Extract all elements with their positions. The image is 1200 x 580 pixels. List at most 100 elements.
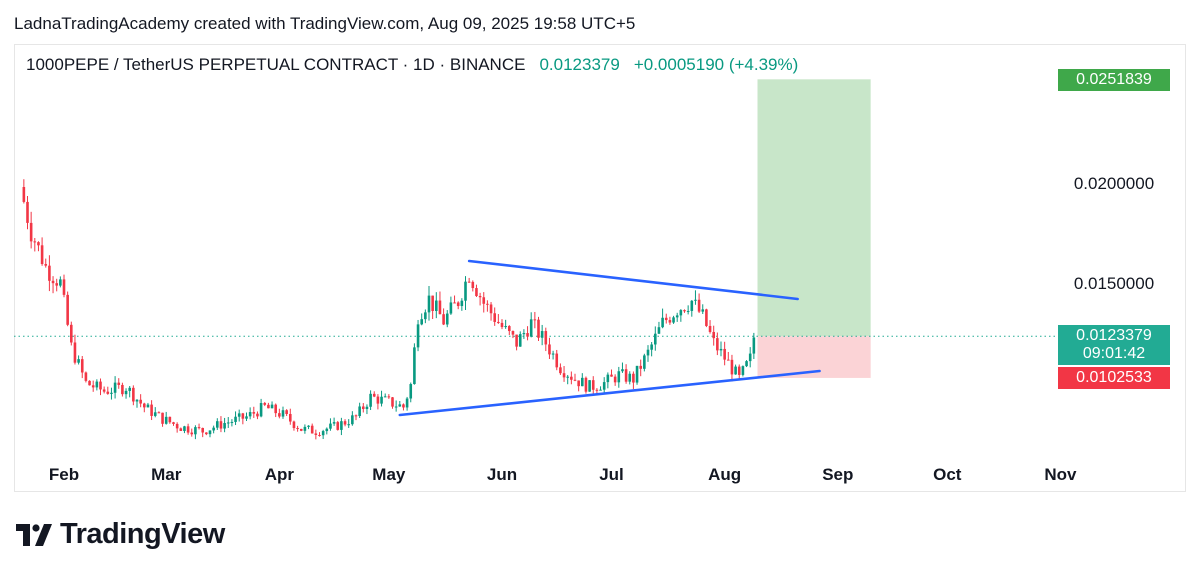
x-tick-label: Oct <box>933 465 962 484</box>
candle-body <box>230 421 234 423</box>
candle-body <box>708 325 712 332</box>
candle-body <box>570 376 573 380</box>
candle-body <box>482 297 486 304</box>
candle-body <box>741 366 745 375</box>
candle-body <box>526 333 529 337</box>
candle-body <box>654 333 657 345</box>
candle-body <box>402 404 405 408</box>
candle-body <box>139 399 142 404</box>
candle-body <box>186 426 190 433</box>
candle-body <box>99 381 102 390</box>
candle-body <box>340 421 343 430</box>
chart-pane[interactable] <box>14 44 1186 492</box>
candle-body <box>175 423 179 429</box>
candle-body <box>537 319 540 338</box>
candle-body <box>445 313 449 325</box>
candle-body <box>489 304 493 314</box>
candle-body <box>679 310 683 316</box>
candle-body <box>205 432 208 435</box>
candle-body <box>234 416 237 422</box>
candle-body <box>161 412 164 424</box>
candle-body <box>456 302 460 307</box>
candle-body <box>719 348 723 351</box>
tradingview-logo: TradingView <box>16 518 225 551</box>
candle-body <box>197 427 201 429</box>
candle-body <box>515 334 518 347</box>
candle-body <box>29 222 33 242</box>
candle-body <box>281 410 285 417</box>
candle-body <box>588 380 591 392</box>
symbol-title[interactable]: 1000PEPE / TetherUS PERPETUAL CONTRACT ·… <box>26 55 526 74</box>
last-price: 0.0123379 <box>539 55 620 74</box>
candle-body <box>624 369 628 382</box>
candle-body <box>705 309 708 326</box>
candle-body <box>237 413 241 417</box>
candle-body <box>372 393 376 397</box>
candle-body <box>59 279 62 286</box>
candle-body <box>256 413 259 417</box>
candle-body <box>336 422 340 430</box>
candle-body <box>628 373 632 382</box>
candle-body <box>183 426 186 431</box>
candle-body <box>650 344 653 350</box>
x-tick-label: Mar <box>151 465 182 484</box>
candle-body <box>661 317 664 328</box>
candle-body <box>701 309 705 312</box>
candle-body <box>354 415 358 417</box>
candle-body <box>460 300 464 307</box>
candle-body <box>132 387 135 402</box>
candle-body <box>606 374 610 383</box>
candle-body <box>442 314 445 325</box>
candle-body <box>245 416 248 419</box>
candle-body <box>573 379 577 381</box>
candle-body <box>303 426 307 431</box>
candle-body <box>493 313 496 322</box>
candle-body <box>26 201 29 223</box>
candle-body <box>646 349 650 356</box>
candle-body <box>405 398 409 408</box>
candle-body <box>380 396 383 404</box>
x-tick-label: Aug <box>708 465 741 484</box>
candle-body <box>675 315 679 318</box>
candle-body <box>91 385 95 388</box>
candle-body <box>95 381 99 388</box>
x-tick-label: Sep <box>822 465 853 484</box>
candle-body <box>464 281 467 301</box>
candle-body <box>522 333 526 335</box>
candle-body <box>555 353 559 368</box>
target-price-tag: 0.0251839 <box>1058 69 1170 91</box>
candle-body <box>467 281 471 283</box>
candle-body <box>289 413 292 422</box>
tradingview-logo-text: TradingView <box>60 518 225 550</box>
candle-body <box>278 413 281 417</box>
candle-body <box>518 334 522 347</box>
candle-body <box>143 403 146 408</box>
candle-body <box>252 412 256 414</box>
candle-body <box>632 373 635 383</box>
candle-body <box>508 326 511 332</box>
candle-body <box>219 421 223 429</box>
symbol-legend: 1000PEPE / TetherUS PERPETUAL CONTRACT ·… <box>26 55 798 75</box>
candle-body <box>332 422 336 424</box>
candle-body <box>358 406 361 417</box>
x-tick-label: Jul <box>599 465 624 484</box>
candle-body <box>748 353 752 362</box>
candle-body <box>438 300 442 315</box>
candle-body <box>274 404 277 414</box>
candle-body <box>723 348 726 360</box>
candle-body <box>113 382 117 393</box>
candle-body <box>566 376 569 378</box>
candle-body <box>296 428 299 430</box>
candle-body <box>241 413 245 419</box>
candle-body <box>194 427 197 435</box>
candle-body <box>540 331 544 338</box>
candle-body <box>329 423 332 429</box>
price-chart[interactable]: 0.0200000 0.0150000 Feb Mar Apr May Jun Jul Aug S… <box>0 0 1200 500</box>
candle-body <box>398 404 402 407</box>
candle-body <box>416 324 420 348</box>
candle-body <box>413 347 416 385</box>
candle-body <box>51 280 55 284</box>
x-tick-label: May <box>372 465 406 484</box>
candle-body <box>62 279 66 295</box>
candle-body <box>102 389 106 392</box>
